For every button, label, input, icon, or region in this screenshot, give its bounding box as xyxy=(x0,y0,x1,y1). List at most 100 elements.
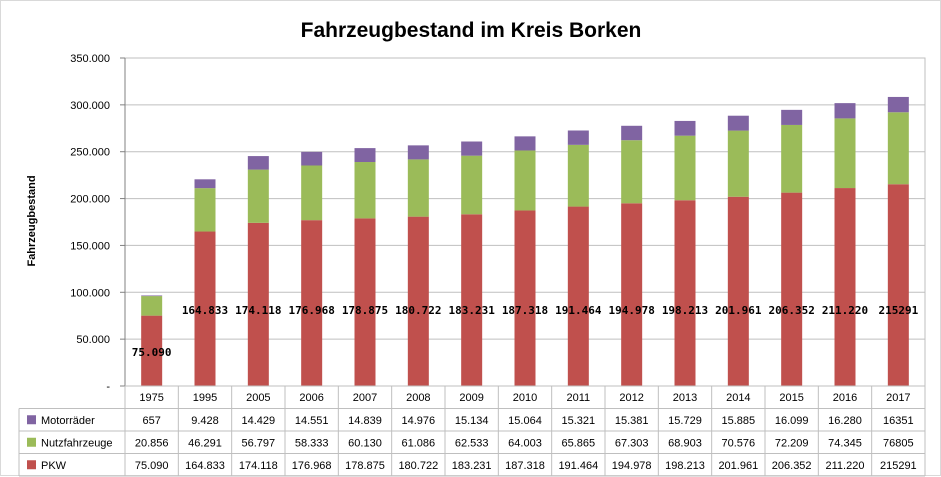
bar-motorraeder-2014 xyxy=(727,115,749,131)
bar-pkw-2015 xyxy=(781,192,803,386)
bar-nutzfahrzeuge-2012 xyxy=(621,140,643,204)
table-cell-motorraeder: 15.381 xyxy=(615,415,649,427)
table-cell-motorraeder: 14.976 xyxy=(402,415,436,427)
y-tick-label: 200.000 xyxy=(70,194,110,206)
x-category-label: 2017 xyxy=(886,392,910,404)
bar-motorraeder-2011 xyxy=(567,130,589,145)
table-cell-nutzfahrzeuge: 72.209 xyxy=(775,437,809,449)
data-label-pkw-2005: 174.118 xyxy=(235,304,281,317)
bar-motorraeder-2013 xyxy=(674,120,696,136)
y-tick-label: 100.000 xyxy=(70,287,110,299)
table-cell-motorraeder: 16351 xyxy=(883,415,914,427)
bar-pkw-2008 xyxy=(407,216,429,386)
x-category-label: 2016 xyxy=(833,392,857,404)
table-cell-pkw: 201.961 xyxy=(718,460,758,472)
data-labels: 75.090 164.833 174.118 176.968 178.875 180.72… xyxy=(132,304,919,359)
bar-pkw-2009 xyxy=(461,214,483,386)
bar-nutzfahrzeuge-2008 xyxy=(407,159,429,217)
table-cell-pkw: 198.213 xyxy=(665,460,705,472)
x-category-label: 2015 xyxy=(779,392,803,404)
bar-nutzfahrzeuge-2016 xyxy=(834,118,856,189)
y-axis-ticks: - 50.000 100.000 150.000 200.000 250.000 300.0… xyxy=(70,53,126,393)
bar-nutzfahrzeuge-2009 xyxy=(461,155,483,215)
bar-nutzfahrzeuge-2007 xyxy=(354,162,376,219)
data-label-pkw-2011: 191.464 xyxy=(555,304,602,317)
table-cell-pkw: 191.464 xyxy=(558,460,598,472)
x-category-label: 2014 xyxy=(726,392,750,404)
table-cell-nutzfahrzeuge: 58.333 xyxy=(295,437,329,449)
bars xyxy=(141,96,909,386)
x-category-label: 1995 xyxy=(193,392,217,404)
bar-nutzfahrzeuge-2017 xyxy=(887,112,909,185)
table-cell-nutzfahrzeuge: 60.130 xyxy=(348,437,382,449)
y-tick-label: - xyxy=(106,381,110,393)
legend-label-motorraeder: Motorräder xyxy=(41,415,95,427)
data-label-pkw-2007: 178.875 xyxy=(342,304,388,317)
table-cell-nutzfahrzeuge: 61.086 xyxy=(402,437,436,449)
y-axis-label: Fahrzeugbestand xyxy=(26,175,38,266)
table-cell-motorraeder: 14.551 xyxy=(295,415,329,427)
table-cell-motorraeder: 15.134 xyxy=(455,415,489,427)
table-cell-pkw: 206.352 xyxy=(772,460,812,472)
table-cell-nutzfahrzeuge: 46.291 xyxy=(188,437,222,449)
bar-nutzfahrzeuge-2006 xyxy=(301,165,323,221)
data-label-pkw-2008: 180.722 xyxy=(395,304,441,317)
table-cell-nutzfahrzeuge: 74.345 xyxy=(828,437,862,449)
bar-nutzfahrzeuge-1975 xyxy=(141,296,163,316)
data-label-pkw-2014: 201.961 xyxy=(715,304,762,317)
y-tick-label: 300.000 xyxy=(70,100,110,112)
table-cell-pkw: 194.978 xyxy=(612,460,652,472)
bar-motorraeder-2010 xyxy=(514,136,536,151)
bar-pkw-2014 xyxy=(727,196,749,386)
data-label-pkw-2017: 215291 xyxy=(878,304,918,317)
bar-motorraeder-2007 xyxy=(354,148,376,163)
bar-pkw-2007 xyxy=(354,218,376,386)
y-tick-label: 250.000 xyxy=(70,147,110,159)
data-label-pkw-2016: 211.220 xyxy=(822,304,868,317)
bar-motorraeder-2006 xyxy=(301,151,323,166)
bar-pkw-1975 xyxy=(141,315,163,386)
bar-motorraeder-2008 xyxy=(407,145,429,160)
x-category-label: 2009 xyxy=(459,392,483,404)
legend-label-nutzfahrzeuge: Nutzfahrzeuge xyxy=(41,437,113,449)
y-tick-label: 350.000 xyxy=(70,53,110,65)
data-table: 1975 1995 2005 2006 2007 2008 2009 2010 2011 2012… xyxy=(18,385,926,477)
bar-pkw-1995 xyxy=(194,231,216,386)
bar-pkw-2011 xyxy=(567,206,589,386)
bar-pkw-2013 xyxy=(674,200,696,386)
table-cell-pkw: 178.875 xyxy=(345,460,385,472)
bar-pkw-2016 xyxy=(834,188,856,386)
table-cell-motorraeder: 9.428 xyxy=(191,415,219,427)
x-category-label: 2010 xyxy=(513,392,537,404)
table-cell-pkw: 180.722 xyxy=(398,460,438,472)
bar-motorraeder-2012 xyxy=(621,125,643,141)
table-cell-motorraeder: 15.729 xyxy=(668,415,702,427)
data-label-pkw-2015: 206.352 xyxy=(768,304,814,317)
x-category-label: 1975 xyxy=(139,392,163,404)
data-label-pkw-1975: 75.090 xyxy=(132,346,172,359)
x-category-label: 2007 xyxy=(353,392,377,404)
x-category-label: 2008 xyxy=(406,392,430,404)
bar-nutzfahrzeuge-2010 xyxy=(514,150,536,211)
chart-title: Fahrzeugbestand im Kreis Borken xyxy=(301,19,642,42)
data-label-pkw-2010: 187.318 xyxy=(502,304,548,317)
bar-nutzfahrzeuge-2015 xyxy=(781,124,803,193)
table-cell-pkw: 176.968 xyxy=(292,460,332,472)
table-cell-motorraeder: 16.280 xyxy=(828,415,862,427)
data-label-pkw-2012: 194.978 xyxy=(608,304,654,317)
table-cell-nutzfahrzeuge: 20.856 xyxy=(135,437,169,449)
y-tick-label: 150.000 xyxy=(70,240,110,252)
bar-nutzfahrzeuge-2014 xyxy=(727,130,749,197)
table-cell-nutzfahrzeuge: 68.903 xyxy=(668,437,702,449)
bar-motorraeder-2017 xyxy=(887,96,909,113)
table-cell-nutzfahrzeuge: 56.797 xyxy=(242,437,276,449)
table-cell-pkw: 187.318 xyxy=(505,460,545,472)
bar-pkw-2012 xyxy=(621,203,643,386)
table-cell-nutzfahrzeuge: 70.576 xyxy=(722,437,756,449)
bar-pkw-2005 xyxy=(247,222,269,386)
table-cell-pkw: 211.220 xyxy=(826,460,865,472)
data-label-pkw-2013: 198.213 xyxy=(662,304,708,317)
bar-motorraeder-2016 xyxy=(834,103,856,119)
data-label-pkw-1995: 164.833 xyxy=(182,304,228,317)
